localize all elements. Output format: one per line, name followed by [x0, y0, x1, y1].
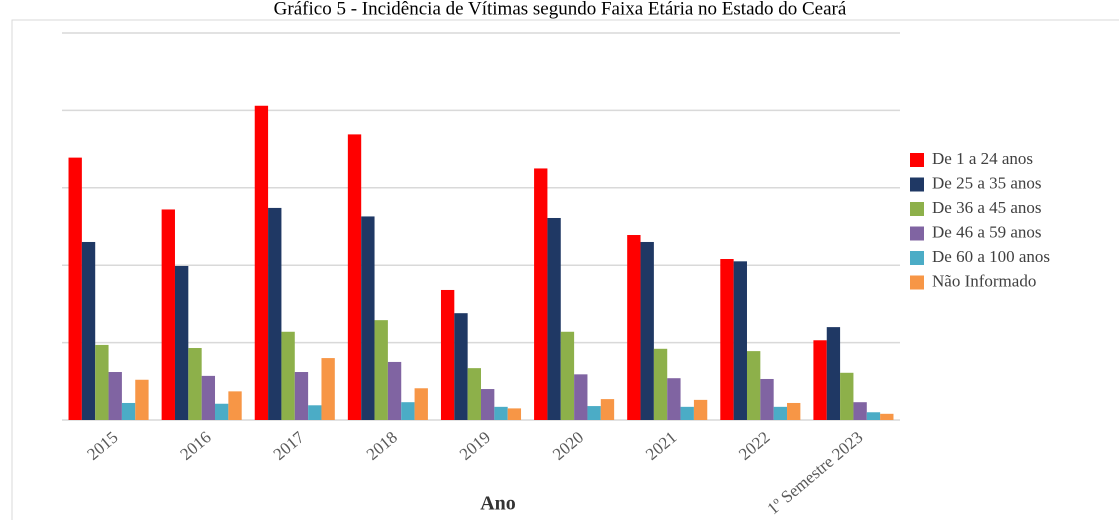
x-tick-label: 2021: [642, 428, 680, 464]
bar: [254, 105, 269, 421]
bar: [215, 403, 229, 420]
bar: [95, 344, 109, 420]
bar: [294, 372, 309, 420]
legend-label: De 36 a 45 anos: [932, 198, 1042, 217]
bar: [174, 265, 189, 420]
legend-label: De 60 a 100 anos: [932, 247, 1050, 266]
x-tick-label: 1º Semestre 2023: [763, 428, 866, 519]
bar: [667, 378, 681, 420]
bar: [840, 372, 854, 420]
legend-swatch: [910, 177, 924, 192]
bar: [680, 406, 694, 420]
bar: [826, 327, 841, 420]
legend-label: De 25 a 35 anos: [932, 173, 1042, 192]
bar: [268, 207, 282, 420]
bar: [374, 320, 388, 420]
bar: [308, 405, 322, 420]
bar: [161, 209, 175, 420]
bar: [481, 389, 495, 420]
bar: [720, 259, 734, 420]
bar: [534, 168, 548, 420]
legend-swatch: [910, 251, 924, 265]
bar: [121, 402, 136, 420]
bar: [853, 402, 867, 420]
bar: [454, 313, 468, 420]
legend-label: De 1 a 24 anos: [932, 149, 1033, 168]
legend-label: Não Informado: [932, 271, 1036, 290]
bar: [760, 378, 774, 420]
bar: [640, 241, 654, 420]
bar: [507, 408, 522, 420]
legend-swatch: [910, 275, 924, 290]
legend-swatch: [910, 202, 924, 216]
bar: [693, 399, 708, 420]
bar: [401, 402, 415, 420]
bar: [81, 241, 96, 420]
chart-border: [11, 19, 1119, 520]
x-tick-label: 2015: [83, 428, 121, 464]
bar: [787, 402, 801, 420]
bar: [108, 372, 122, 420]
bar: [547, 217, 561, 420]
bar: [627, 235, 641, 420]
bar: [653, 348, 668, 420]
bar: [281, 331, 295, 420]
chart-title: Gráfico 5 - Incidência de Vítimas segund…: [274, 0, 847, 19]
bar: [494, 406, 508, 420]
bar: [387, 361, 402, 420]
x-tick-label: 2018: [363, 428, 401, 464]
x-tick-label: 2017: [270, 427, 309, 464]
bar: [746, 351, 761, 420]
bar: [733, 261, 747, 420]
x-tick-label: 2016: [176, 428, 214, 464]
bar: [361, 216, 375, 420]
bar: [574, 374, 588, 420]
legend-swatch: [910, 226, 924, 241]
bar: [188, 348, 202, 420]
bar: [773, 406, 788, 420]
bar: [880, 413, 894, 420]
bar: [600, 399, 615, 420]
bar: [813, 340, 827, 420]
bar: [866, 412, 881, 420]
bar: [135, 379, 149, 420]
x-tick-label: 2022: [735, 428, 773, 464]
bar: [321, 358, 335, 420]
bar: [201, 375, 216, 420]
bar: [560, 331, 575, 420]
x-axis-label: Ano: [480, 493, 516, 515]
legend-swatch: [910, 153, 924, 167]
bar: [68, 157, 82, 420]
bar: [440, 289, 455, 420]
bar: [347, 134, 362, 421]
x-tick-label: 2019: [456, 428, 494, 464]
legend-label: De 46 a 59 anos: [932, 222, 1042, 241]
x-tick-label: 2020: [549, 428, 587, 464]
bar: [587, 406, 601, 420]
bar: [414, 388, 428, 420]
bar: [228, 391, 242, 420]
bar: [467, 368, 481, 420]
